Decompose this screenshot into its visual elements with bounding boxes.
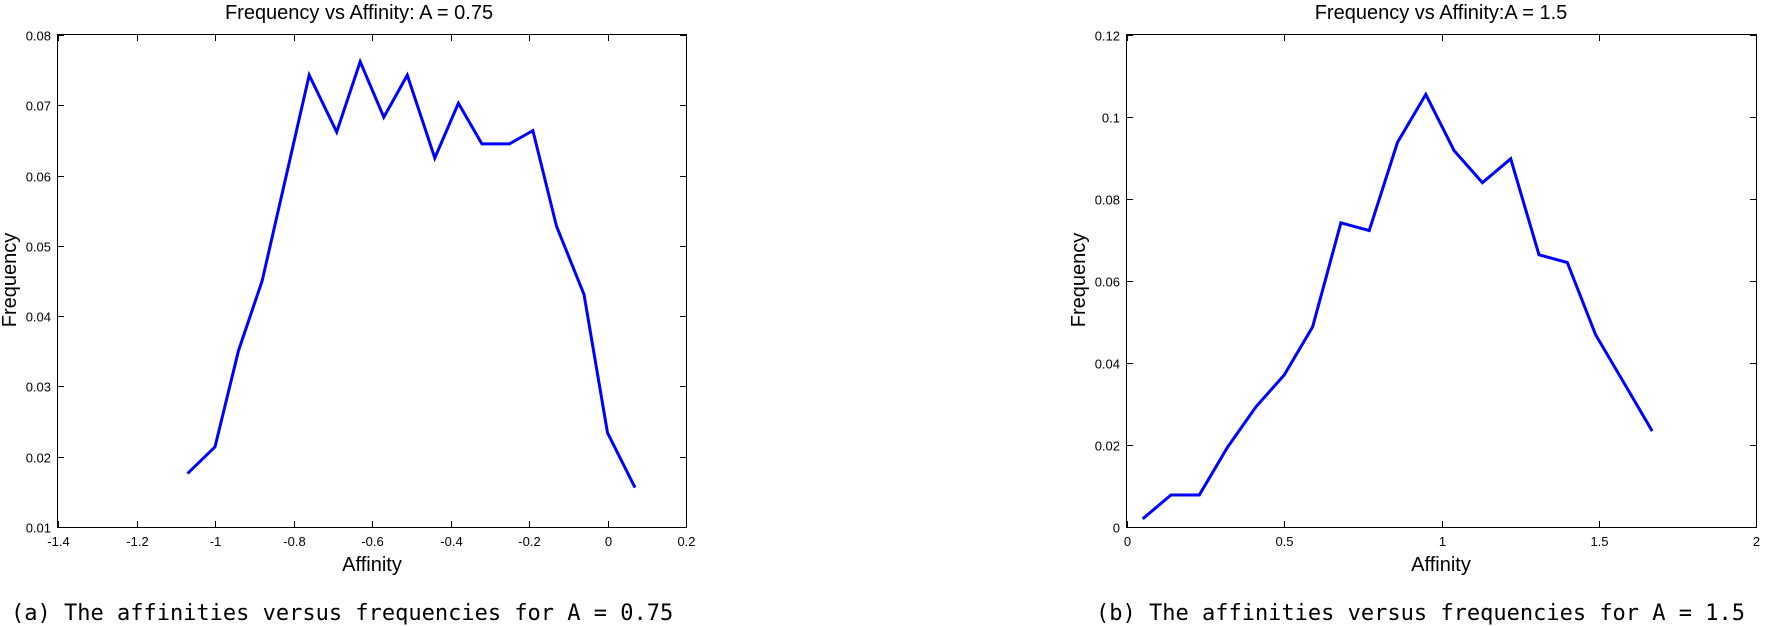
x-axis: 0 0.5 1 1.5 2 bbox=[1124, 35, 1760, 549]
y-tick-label: 0.04 bbox=[26, 310, 51, 325]
series-line bbox=[186, 57, 637, 489]
x-tick-label: -0.6 bbox=[361, 534, 383, 549]
x-tick-label: 0 bbox=[605, 534, 612, 549]
series-group bbox=[1141, 91, 1654, 520]
chart-title: Frequency vs Affinity:A = 1.5 bbox=[1315, 2, 1568, 24]
y-axis-label: Frequency bbox=[0, 233, 21, 328]
y-tick-label: 0.05 bbox=[26, 240, 51, 255]
x-tick-label: 0.2 bbox=[677, 534, 695, 549]
y-tick-label: 0.12 bbox=[1095, 29, 1120, 44]
x-tick-label: 1 bbox=[1439, 534, 1446, 549]
x-tick-label: -1 bbox=[210, 534, 222, 549]
x-tick-label: 1.5 bbox=[1590, 534, 1608, 549]
y-axis-label: Frequency bbox=[1068, 233, 1090, 328]
figure-caption: (b) The affinities versus frequencies fo… bbox=[1096, 601, 1745, 626]
y-tick-label: 0.06 bbox=[1095, 275, 1120, 290]
x-tick-label: 0 bbox=[1124, 534, 1131, 549]
y-tick-label: 0.04 bbox=[1095, 357, 1120, 372]
chart-panel-b: Frequency vs Affinity:A = 1.5 0 0.5 1 1.5 2 … bbox=[1068, 2, 1760, 626]
chart-title: Frequency vs Affinity: A = 0.75 bbox=[225, 2, 493, 24]
x-axis: -1.4 -1.2 -1 -0.8 -0.6 -0.4 -0.2 0 0.2 bbox=[47, 35, 696, 549]
y-tick-label: 0 bbox=[1113, 521, 1120, 536]
x-tick-label: -1.2 bbox=[126, 534, 148, 549]
x-tick-label: -0.8 bbox=[283, 534, 305, 549]
y-tick-label: 0.08 bbox=[1095, 193, 1120, 208]
y-tick-label: 0.07 bbox=[26, 99, 51, 114]
x-tick-label: -1.4 bbox=[47, 534, 69, 549]
plot-frame bbox=[1126, 34, 1757, 528]
plot-frame bbox=[57, 34, 687, 528]
x-tick-label: -0.4 bbox=[440, 534, 462, 549]
x-tick-label: 0.5 bbox=[1275, 534, 1293, 549]
x-axis-label: Affinity bbox=[1411, 554, 1471, 576]
x-tick-label: 2 bbox=[1753, 534, 1760, 549]
x-tick-label: -0.2 bbox=[518, 534, 540, 549]
x-axis-label: Affinity bbox=[342, 554, 402, 576]
figure-caption: (a) The affinities versus frequencies fo… bbox=[11, 601, 673, 626]
y-tick-label: 0.06 bbox=[26, 170, 51, 185]
y-axis: 0.01 0.02 0.03 0.04 0.05 0.06 0.07 0.08 bbox=[26, 29, 686, 536]
y-tick-label: 0.08 bbox=[26, 29, 51, 44]
y-tick-label: 0.03 bbox=[26, 380, 51, 395]
y-tick-label: 0.1 bbox=[1102, 111, 1120, 126]
chart-panel-a: Frequency vs Affinity: A = 0.75 -1.4 -1.2… bbox=[0, 2, 696, 626]
y-tick-label: 0.02 bbox=[26, 451, 51, 466]
y-tick-label: 0.02 bbox=[1095, 439, 1120, 454]
series-group bbox=[186, 57, 637, 489]
y-tick-label: 0.01 bbox=[26, 521, 51, 536]
y-axis: 0 0.02 0.04 0.06 0.08 0.1 0.12 bbox=[1095, 29, 1756, 536]
series-line bbox=[1141, 91, 1654, 520]
